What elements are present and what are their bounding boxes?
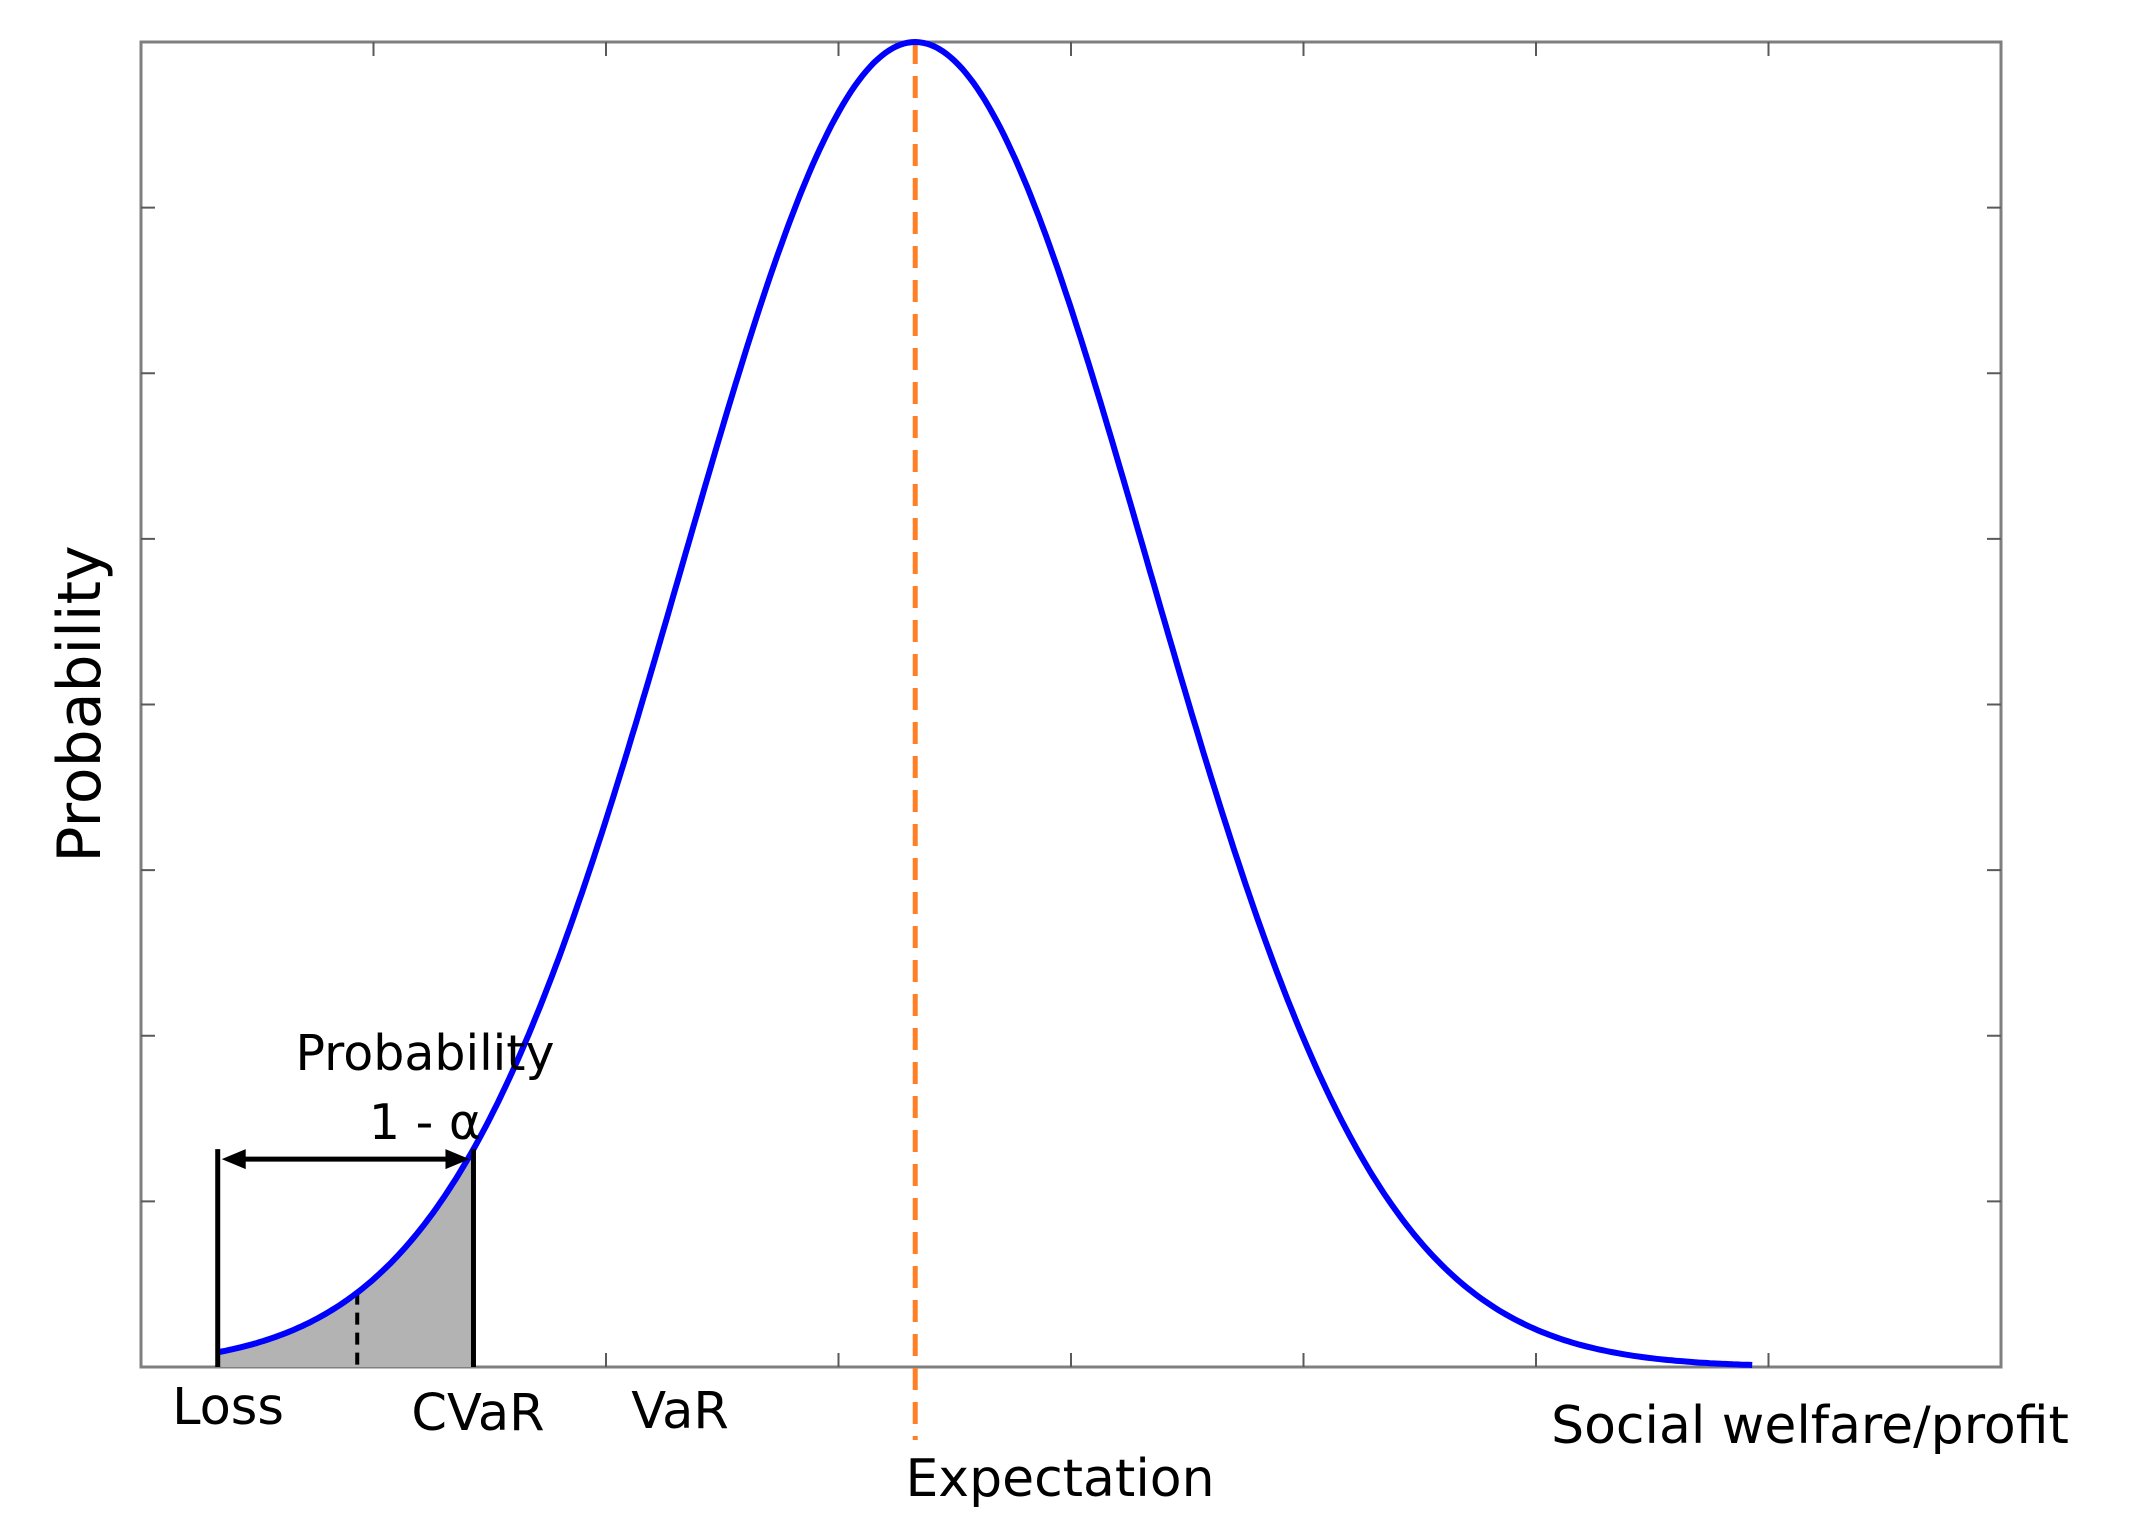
loss-label: Loss (172, 1378, 284, 1437)
tail-shaded-area (217, 1149, 474, 1367)
var-label: VaR (631, 1382, 729, 1441)
arrow-right-head (445, 1149, 470, 1170)
y-axis-label: Probability (45, 545, 115, 862)
density-curve (217, 38, 1753, 1368)
cvar-label: CVaR (411, 1384, 544, 1443)
annotation-one-minus-alpha: 1 - α (369, 1094, 481, 1151)
x-axis-label: Social welfare/profit (1551, 1396, 2069, 1456)
arrow-left-head (221, 1149, 246, 1170)
annotation-probability: Probability (295, 1025, 554, 1082)
axis-ticks (141, 42, 2001, 1367)
plot-frame (139, 40, 2003, 1369)
expectation-label: Expectation (905, 1449, 1214, 1509)
